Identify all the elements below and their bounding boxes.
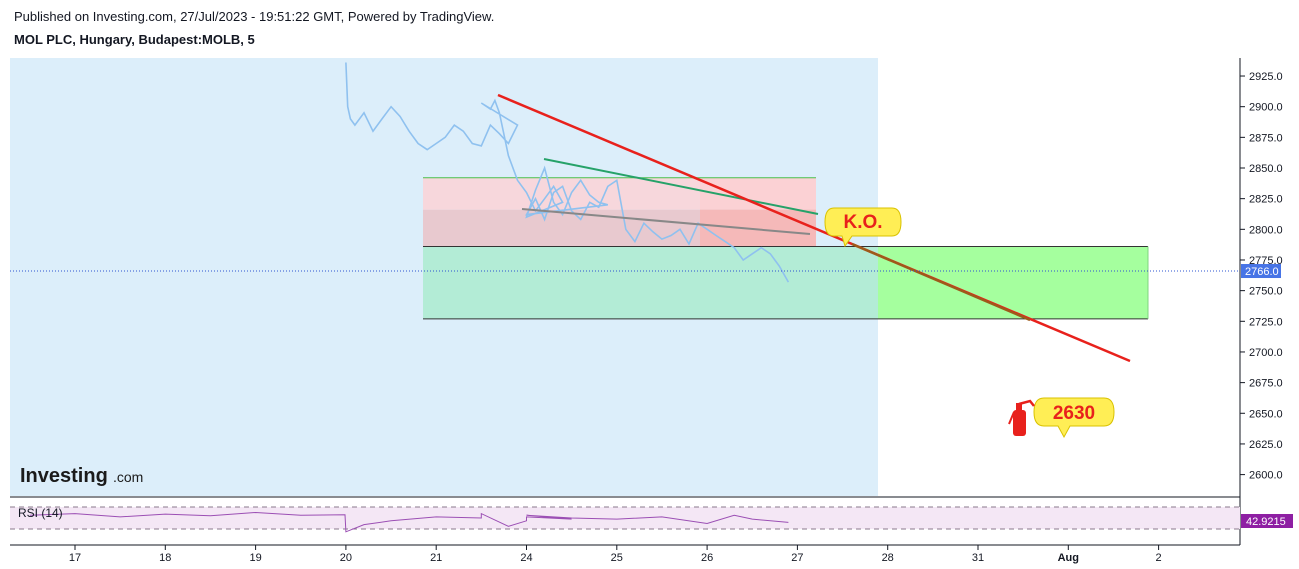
y-tick-label: 2725.0 — [1249, 316, 1283, 328]
published-header: Published on Investing.com, 27/Jul/2023 … — [14, 9, 495, 24]
y-tick-label: 2700.0 — [1249, 347, 1283, 359]
price-line — [345, 62, 790, 283]
current-price-label: 2766.0 — [1245, 266, 1279, 278]
y-tick-label: 2625.0 — [1249, 439, 1283, 451]
fire-extinguisher-icon — [1008, 399, 1035, 436]
middle-zone-right — [700, 209, 816, 247]
y-axis: 2600.0 2625.0 2650.0 2675.0 2700.0 2725.0 2750… — [1240, 71, 1283, 482]
x-tick-label: Aug — [1058, 552, 1079, 564]
rsi-series — [29, 511, 789, 533]
ko-label: K.O. — [843, 212, 882, 233]
y-tick-label: 2675.0 — [1249, 378, 1283, 390]
y-tick-label: 2650.0 — [1249, 408, 1283, 420]
rsi-label: RSI (14) — [18, 506, 63, 520]
x-tick-label: 28 — [882, 552, 894, 564]
target-callout: 2630 — [1033, 397, 1115, 439]
gray-trendline — [521, 208, 811, 235]
y-tick-label: 2825.0 — [1249, 194, 1283, 206]
x-tick-label: 25 — [611, 552, 623, 564]
y-tick-label: 2925.0 — [1249, 71, 1283, 83]
x-tick-label: 26 — [701, 552, 713, 564]
target-label: 2630 — [1053, 403, 1095, 424]
y-tick-label: 2850.0 — [1249, 163, 1283, 175]
rsi-line — [29, 511, 789, 533]
y-tick-label: 2875.0 — [1249, 132, 1283, 144]
brown-trendline — [851, 242, 1031, 322]
x-tick-label: 21 — [430, 552, 442, 564]
y-tick-label: 2800.0 — [1249, 224, 1283, 236]
y-tick-label: 2750.0 — [1249, 286, 1283, 298]
trendlines — [497, 93, 1131, 363]
x-tick-label: 17 — [69, 552, 81, 564]
rsi-value-label: 42.9215 — [1246, 516, 1286, 528]
y-tick-label: 2775.0 — [1249, 255, 1283, 267]
ko-callout: K.O. — [824, 207, 902, 248]
green-trendline — [543, 158, 819, 215]
x-tick-label: 31 — [972, 552, 984, 564]
x-tick-label: 24 — [520, 552, 532, 564]
target-zone — [878, 246, 1148, 319]
x-tick-label: 19 — [249, 552, 261, 564]
current-price-badge — [1241, 264, 1281, 279]
support-zone — [423, 246, 878, 319]
price-series — [345, 62, 790, 283]
x-axis: 17 18 19 20 21 24 25 26 27 28 31 Aug 2 — [69, 545, 1162, 564]
symbol-title: MOL PLC, Hungary, Budapest:MOLB, 5 — [14, 32, 255, 47]
svg-text:Investing: Investing — [20, 465, 108, 487]
rsi-value-badge — [1241, 514, 1293, 528]
rsi-band — [10, 507, 1240, 529]
x-tick-label: 20 — [340, 552, 352, 564]
y-tick-label: 2900.0 — [1249, 102, 1283, 114]
x-tick-label: 18 — [159, 552, 171, 564]
y-tick-label: 2600.0 — [1249, 470, 1283, 482]
x-tick-label: 2 — [1156, 552, 1162, 564]
svg-text:.com: .com — [113, 469, 143, 485]
x-tick-label: 27 — [791, 552, 803, 564]
investing-logo: Investing .com — [20, 465, 143, 487]
